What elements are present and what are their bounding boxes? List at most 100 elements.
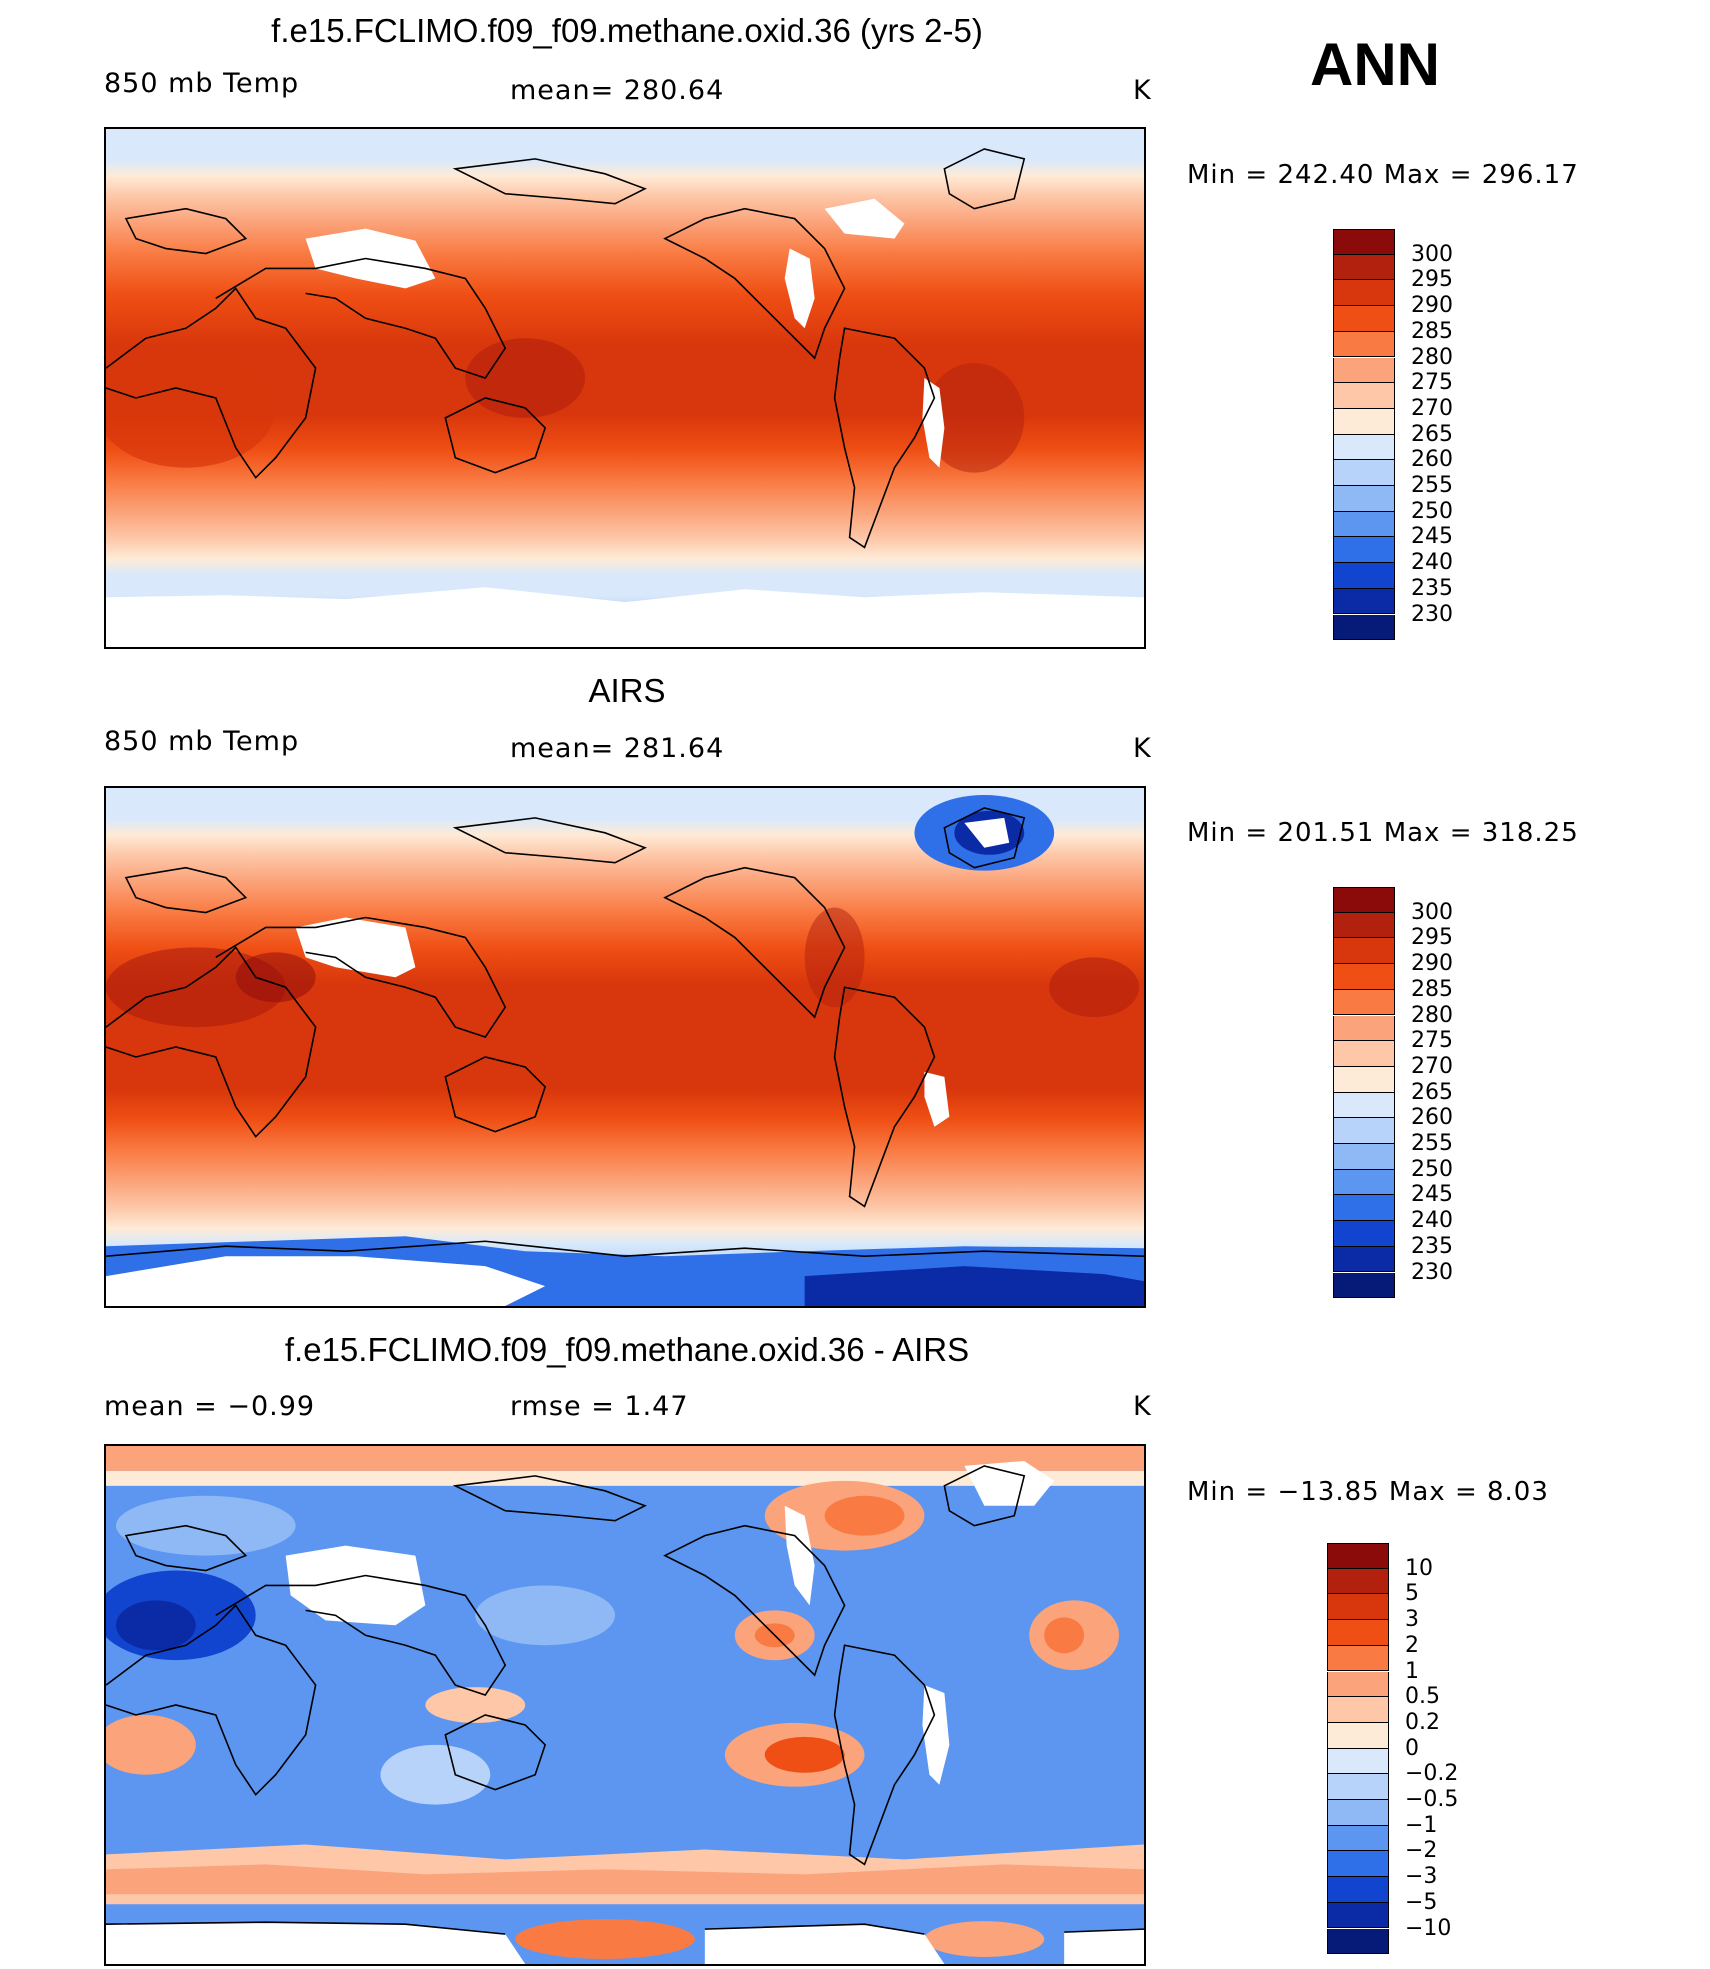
- panel2-map-svg: [106, 788, 1144, 1306]
- colorbar-label: 280: [1411, 344, 1453, 370]
- colorbar-label: −5: [1405, 1889, 1438, 1915]
- colorbar-label: −10: [1405, 1915, 1452, 1941]
- colorbar-label: 300: [1411, 241, 1453, 267]
- panel3-title: f.e15.FCLIMO.f09_f09.methane.oxid.36 - A…: [284, 1331, 970, 1368]
- colorbar-swatch: [1327, 1902, 1389, 1929]
- colorbar-label: −1: [1405, 1812, 1438, 1838]
- colorbar-swatch: [1333, 460, 1395, 486]
- colorbar-swatch: [1333, 306, 1395, 332]
- colorbar-label: 290: [1411, 951, 1453, 977]
- panel2-units: K: [1133, 733, 1152, 764]
- panel1-map-svg: [106, 129, 1144, 647]
- colorbar-label: 280: [1411, 1002, 1453, 1028]
- colorbar-label: 295: [1411, 267, 1453, 293]
- panel1-mean-label: mean= 280.64: [510, 75, 725, 106]
- colorbar-label: 260: [1411, 1105, 1453, 1131]
- colorbar-label: 270: [1411, 395, 1453, 421]
- panel1-title: f.e15.FCLIMO.f09_f09.methane.oxid.36 (yr…: [271, 12, 983, 49]
- panel3-mean-label: mean = −0.99: [104, 1391, 316, 1422]
- colorbar-label: 275: [1411, 1028, 1453, 1054]
- panel3-map-svg: [106, 1446, 1144, 1964]
- panel2-variable-label: 850 mb Temp: [104, 726, 300, 757]
- colorbar-swatch: [1333, 1272, 1395, 1299]
- panel3-map: [104, 1444, 1146, 1966]
- season-label: ANN: [1310, 31, 1440, 98]
- panel1-minmax: Min = 242.40 Max = 296.17: [1187, 160, 1579, 190]
- colorbar-swatch: [1327, 1800, 1389, 1826]
- colorbar-swatch: [1333, 357, 1395, 384]
- colorbar-label: 285: [1411, 318, 1453, 344]
- colorbar-swatch: [1327, 1697, 1389, 1723]
- colorbar-label: 230: [1411, 601, 1453, 627]
- colorbar-swatch: [1333, 964, 1395, 990]
- colorbar-swatch: [1333, 331, 1395, 358]
- colorbar-label: 2: [1405, 1632, 1419, 1658]
- colorbar-swatch: [1333, 1195, 1395, 1222]
- colorbar-swatch: [1333, 537, 1395, 564]
- colorbar-swatch: [1333, 1169, 1395, 1196]
- colorbar-swatch: [1327, 1722, 1389, 1749]
- colorbar-swatch: [1327, 1851, 1389, 1878]
- colorbar-swatch: [1333, 1246, 1395, 1273]
- colorbar-swatch: [1333, 588, 1395, 615]
- colorbar-swatch: [1333, 563, 1395, 589]
- colorbar-swatch: [1333, 1118, 1395, 1144]
- panel2-minmax: Min = 201.51 Max = 318.25: [1187, 818, 1579, 848]
- colorbar-label: 265: [1411, 421, 1453, 447]
- colorbar-label: 245: [1411, 1182, 1453, 1208]
- colorbar-swatch: [1333, 1221, 1395, 1247]
- colorbar-label: 250: [1411, 1156, 1453, 1182]
- colorbar-swatch: [1333, 614, 1395, 641]
- colorbar-swatch: [1327, 1877, 1389, 1903]
- colorbar-label: 10: [1405, 1555, 1433, 1581]
- colorbar-swatch: [1333, 511, 1395, 538]
- colorbar-swatch: [1327, 1568, 1389, 1595]
- colorbar-label: 255: [1411, 1131, 1453, 1156]
- colorbar-swatch: [1333, 912, 1395, 939]
- colorbar-label: 1: [1405, 1658, 1419, 1684]
- colorbar-swatch: [1333, 1066, 1395, 1093]
- colorbar-label: 295: [1411, 925, 1453, 951]
- colorbar-swatch: [1327, 1543, 1389, 1569]
- colorbar-swatch: [1333, 1015, 1395, 1042]
- colorbar-swatch: [1333, 989, 1395, 1016]
- colorbar-swatch: [1327, 1748, 1389, 1775]
- panel2-map: [104, 786, 1146, 1308]
- panel1-units: K: [1133, 75, 1152, 106]
- colorbar-label: 245: [1411, 524, 1453, 550]
- panel3-units: K: [1133, 1391, 1152, 1422]
- colorbar-swatch: [1333, 938, 1395, 965]
- colorbar-swatch: [1327, 1928, 1389, 1955]
- colorbar-label: 255: [1411, 473, 1453, 498]
- colorbar-swatch: [1333, 229, 1395, 255]
- colorbar-label: 290: [1411, 293, 1453, 319]
- colorbar-label: 235: [1411, 1233, 1453, 1259]
- colorbar-swatch: [1327, 1620, 1389, 1646]
- colorbar-swatch: [1333, 887, 1395, 913]
- colorbar-swatch: [1327, 1671, 1389, 1698]
- colorbar-swatch: [1333, 1092, 1395, 1119]
- colorbar-swatch: [1333, 486, 1395, 512]
- colorbar-label: 240: [1411, 550, 1453, 576]
- colorbar-swatch: [1333, 280, 1395, 307]
- colorbar-label: 265: [1411, 1079, 1453, 1105]
- colorbar-label: 0.2: [1405, 1709, 1440, 1735]
- panel1-variable-label: 850 mb Temp: [104, 68, 300, 99]
- colorbar-label: 275: [1411, 370, 1453, 396]
- colorbar-label: −0.2: [1405, 1761, 1459, 1787]
- colorbar-swatch: [1333, 1144, 1395, 1170]
- colorbar-label: 5: [1405, 1581, 1419, 1607]
- colorbar-label: 285: [1411, 976, 1453, 1002]
- colorbar-label: 250: [1411, 498, 1453, 524]
- colorbar-label: 300: [1411, 899, 1453, 925]
- colorbar-swatch: [1333, 1041, 1395, 1067]
- panel3-rmse-label: rmse = 1.47: [510, 1391, 689, 1422]
- colorbar-swatch: [1333, 408, 1395, 435]
- colorbar-label: 3: [1405, 1607, 1419, 1633]
- colorbar-swatch: [1333, 434, 1395, 461]
- panel2-mean-label: mean= 281.64: [510, 733, 725, 764]
- colorbar-label: 260: [1411, 447, 1453, 473]
- colorbar-label: 235: [1411, 575, 1453, 601]
- colorbar-label: 270: [1411, 1053, 1453, 1079]
- colorbar-label: 0.5: [1405, 1684, 1440, 1710]
